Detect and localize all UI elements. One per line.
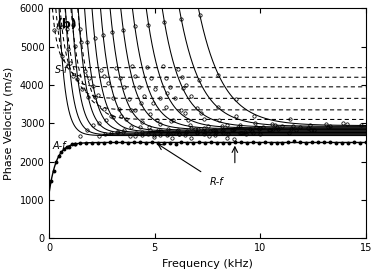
- Text: R-f: R-f: [209, 177, 223, 187]
- X-axis label: Frequency (kHz): Frequency (kHz): [162, 259, 253, 269]
- Text: S-f: S-f: [55, 65, 68, 75]
- Text: (b): (b): [57, 18, 78, 31]
- Y-axis label: Phase Velocity (m/s): Phase Velocity (m/s): [4, 67, 14, 180]
- Text: A-f: A-f: [53, 141, 67, 150]
